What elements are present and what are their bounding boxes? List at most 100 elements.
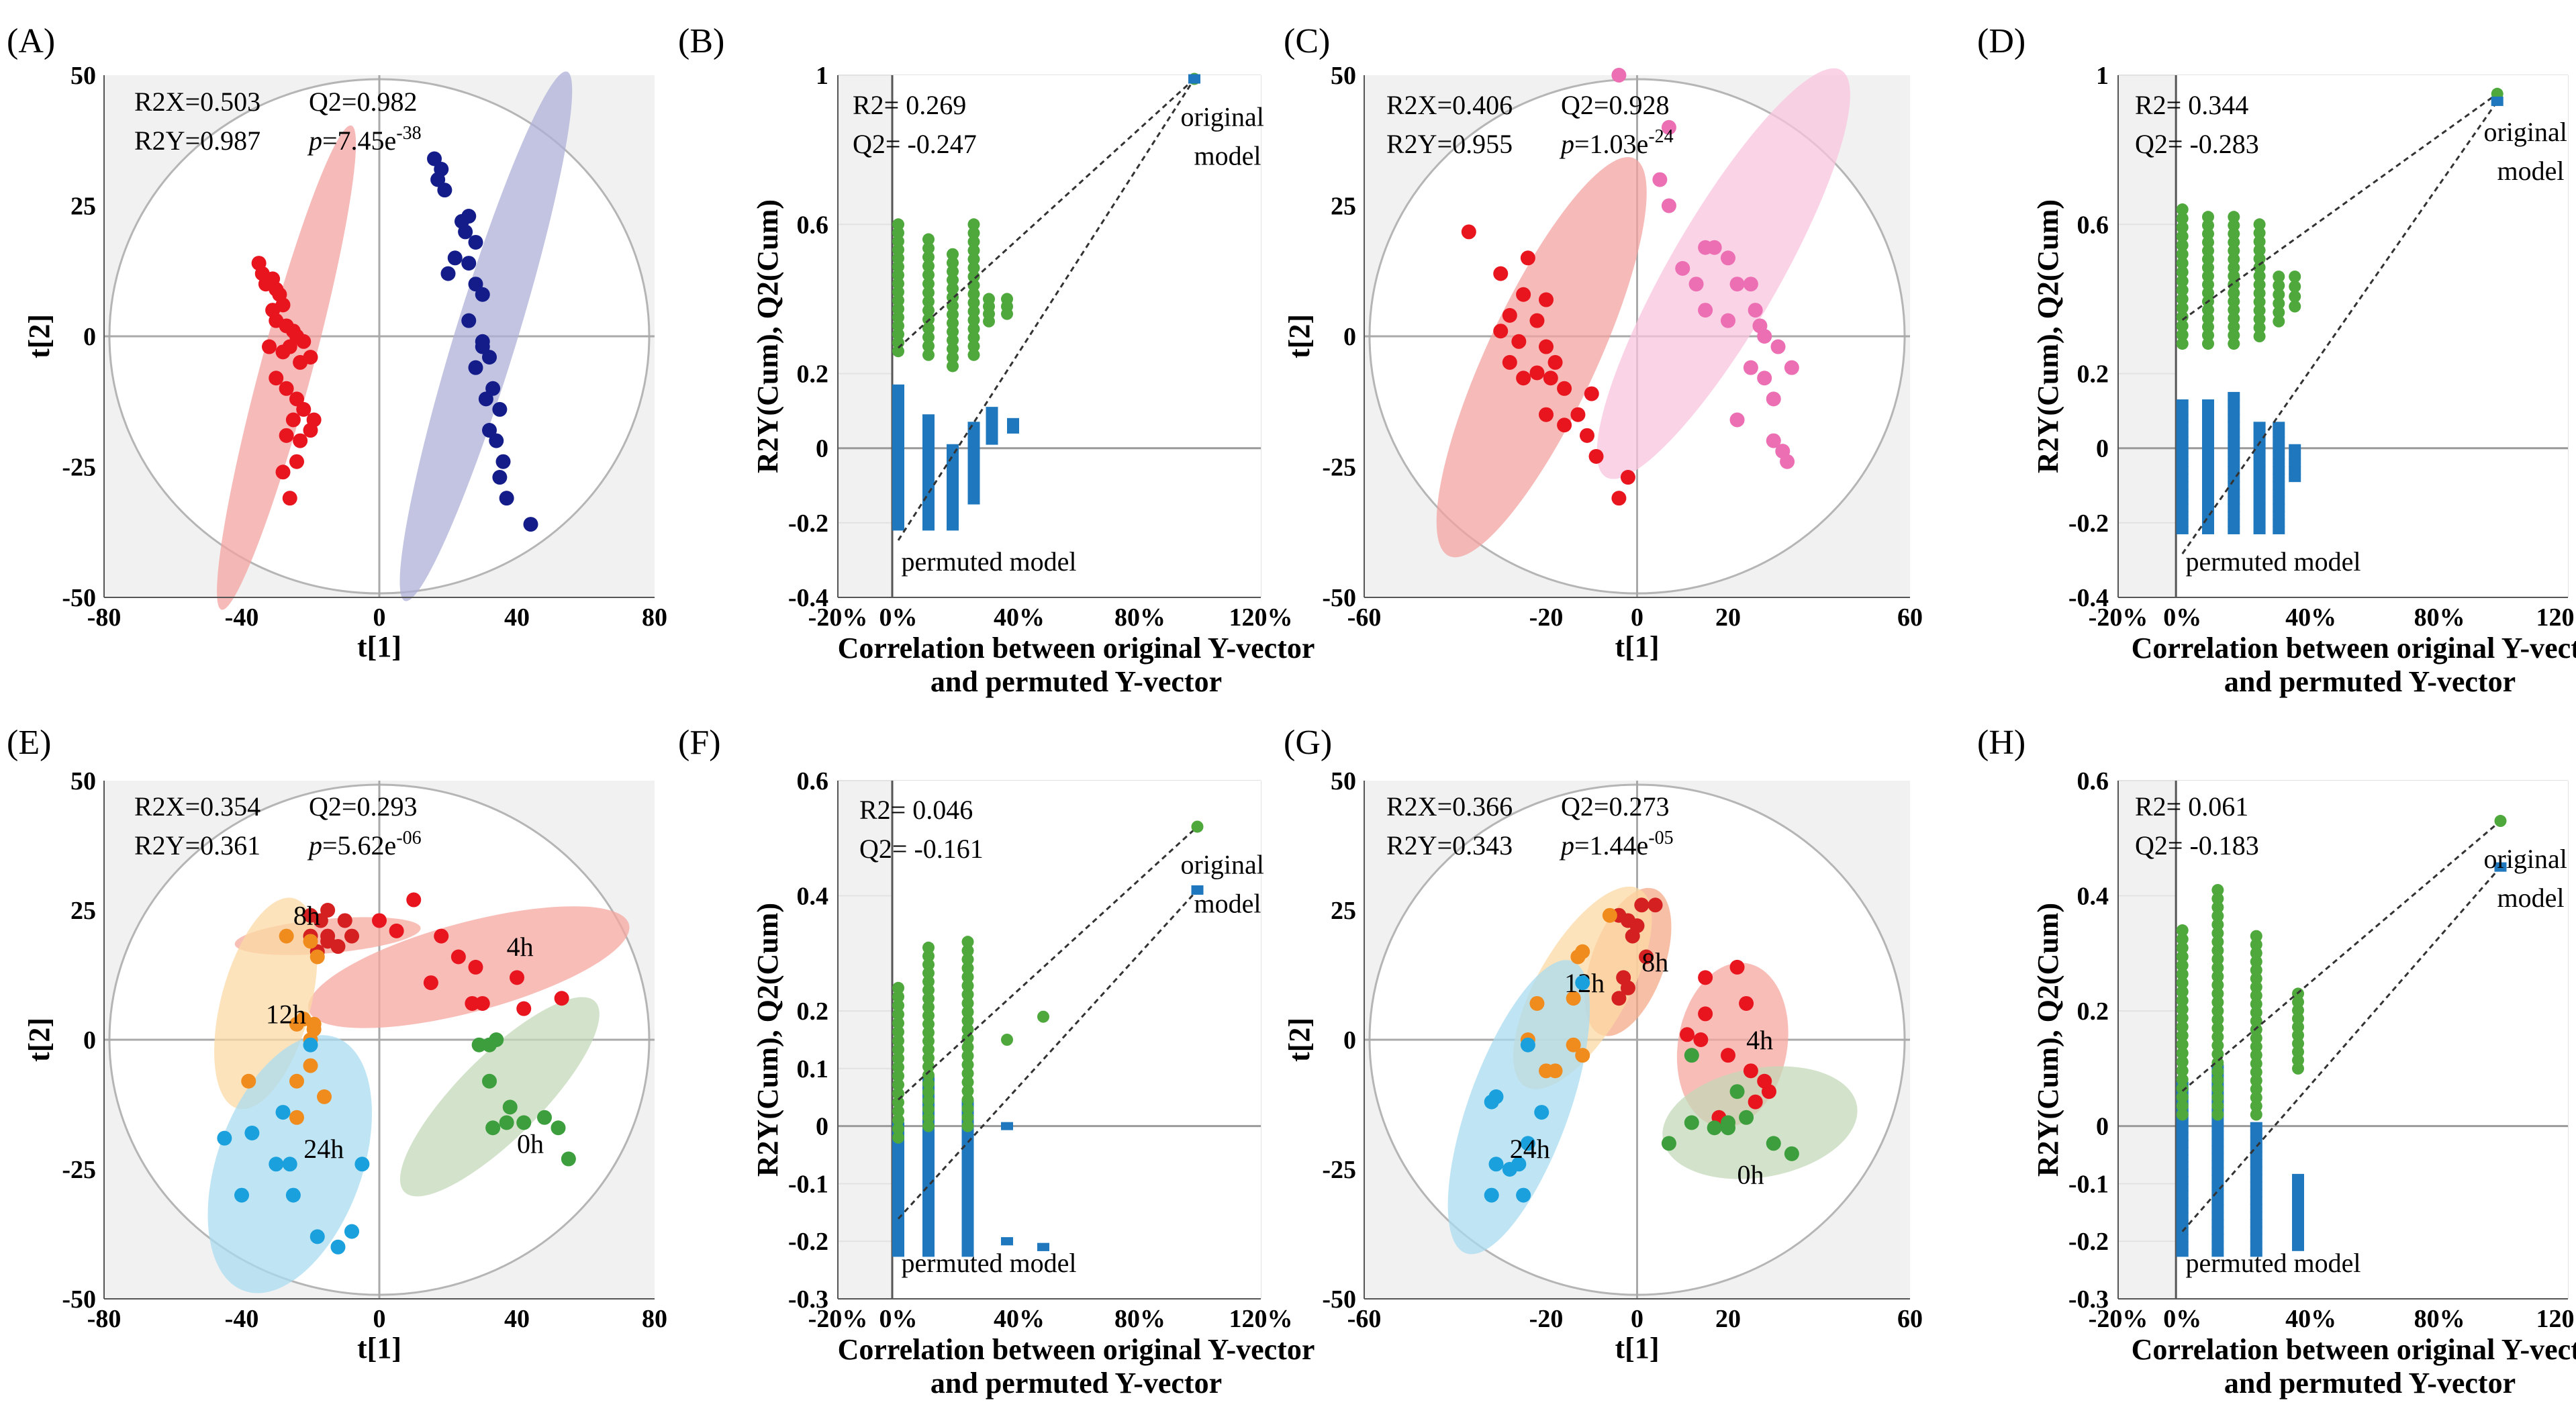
r2-permuted-point — [2250, 1108, 2262, 1121]
q2-permuted-point — [922, 1204, 935, 1212]
r2-permuted-point — [961, 953, 974, 966]
q2-permuted-point — [2228, 518, 2240, 527]
r2-permuted-point — [922, 1018, 935, 1030]
q2-permuted-point — [2176, 1132, 2189, 1141]
x-tick-label: 80% — [1114, 1305, 1165, 1333]
q2-permuted-point — [2253, 444, 2266, 452]
r2-permuted-point — [2176, 1073, 2189, 1086]
q2-permuted-point — [2176, 1241, 2189, 1250]
q2-permuted-point — [2228, 444, 2240, 452]
y-tick-label: 1 — [816, 62, 828, 90]
r2-permuted-point — [2228, 312, 2240, 325]
score-point — [1529, 365, 1545, 381]
score-point — [289, 1016, 304, 1032]
stat-r2x: R2X=0.366 — [1386, 791, 1513, 822]
q2-permuted-point — [2228, 429, 2240, 438]
score-point — [489, 1032, 504, 1047]
r2-permuted-point — [922, 1035, 935, 1048]
q2-permuted-point — [2273, 511, 2285, 520]
q2-permuted-point — [2250, 1248, 2262, 1257]
r2-permuted-point — [2211, 910, 2224, 922]
r2-permuted-point — [2228, 295, 2240, 308]
r2-permuted-point — [2211, 987, 2224, 1000]
q2-permuted-point — [961, 1241, 974, 1250]
q2-permuted-point — [922, 1150, 935, 1159]
r2-permuted-point — [2211, 996, 2224, 1009]
r2-regression-line — [897, 826, 1198, 1101]
y-tick-label: 0 — [83, 1026, 96, 1055]
r2-permuted-point — [922, 331, 935, 344]
score-point — [1488, 1157, 1504, 1172]
r2-permuted-point — [922, 277, 935, 290]
group-label: 24h — [303, 1134, 344, 1164]
q2-permuted-point — [967, 444, 980, 452]
r2-permuted-point — [922, 268, 935, 281]
q2-permuted-point — [922, 1188, 935, 1197]
permuted-model-label: permuted model — [902, 1248, 1077, 1278]
score-point — [1588, 448, 1604, 464]
q2-permuted-point — [2250, 1181, 2262, 1190]
r2-permuted-point — [2228, 253, 2240, 266]
r2-regression-line — [2181, 93, 2498, 321]
stat-p-value: p=1.44e-05 — [1559, 828, 1674, 861]
r2-permuted-point — [2202, 287, 2214, 299]
q2-permuted-point — [947, 515, 959, 524]
y-axis-label: t[2] — [23, 1018, 56, 1062]
score-point — [1547, 354, 1563, 370]
r2-permuted-point — [2176, 1047, 2189, 1060]
y-axis-label: R2Y(Cum), Q2(Cum) — [751, 199, 784, 473]
y-tick-label: 0.4 — [2077, 883, 2109, 911]
panel-letter: (G) — [1284, 724, 1332, 762]
q2-permuted-point — [2228, 503, 2240, 512]
x-tick-label: -20 — [1529, 1305, 1564, 1333]
r2-permuted-point — [967, 340, 980, 352]
r2-permuted-point — [922, 322, 935, 335]
r2-permuted-point — [922, 1103, 935, 1116]
q2-permuted-point — [2211, 1138, 2224, 1146]
q2-permuted-point — [922, 422, 935, 430]
panel-letter: (D) — [1977, 22, 2025, 60]
score-point — [537, 1110, 552, 1125]
q2-permuted-point — [2253, 489, 2266, 497]
score-point — [1493, 266, 1509, 281]
score-point — [1698, 1006, 1713, 1022]
score-point — [296, 334, 312, 349]
score-point — [1684, 1048, 1699, 1063]
q2-permuted-point — [2250, 1136, 2262, 1145]
q2-permuted-point — [922, 514, 935, 523]
r2-permuted-point — [892, 981, 904, 994]
y-tick-label: 25 — [1331, 193, 1356, 221]
r2-permuted-point — [922, 1001, 935, 1014]
q2-permuted-point — [2228, 458, 2240, 467]
score-point — [1570, 407, 1586, 422]
score-point — [296, 401, 312, 417]
r2-permuted-point — [922, 984, 935, 997]
r2-permuted-point — [922, 975, 935, 988]
r2-permuted-point — [2228, 329, 2240, 342]
score-point — [465, 995, 480, 1011]
x-tick-label: -20% — [808, 603, 868, 632]
r2-permuted-point — [892, 1122, 904, 1135]
group-label: 4h — [1746, 1025, 1773, 1055]
permuted-model-label: permuted model — [902, 546, 1077, 577]
score-point — [447, 250, 463, 266]
q2-permuted-point — [892, 413, 904, 422]
r2-permuted-point — [967, 348, 980, 361]
q2-permuted-point — [2202, 407, 2214, 415]
y-tick-label: -50 — [62, 584, 96, 612]
score-point — [1511, 334, 1527, 349]
q2-permuted-point — [2273, 496, 2285, 505]
x-axis-label-line1: Correlation between original Y-vector — [838, 632, 1315, 665]
q2-permuted-point — [892, 420, 904, 429]
x-tick-label: -20% — [808, 1305, 868, 1333]
score-point — [1566, 1037, 1581, 1052]
score-point — [1721, 1115, 1735, 1130]
q2-permuted-point — [961, 1159, 974, 1167]
score-point — [306, 1022, 322, 1037]
r2-permuted-point — [961, 1041, 974, 1054]
r2-permuted-point — [961, 1006, 974, 1018]
q2-permuted-point — [947, 473, 959, 481]
y-tick-label: 0 — [1343, 323, 1356, 351]
r2-permuted-point — [2292, 1037, 2304, 1050]
score-point — [372, 913, 387, 928]
